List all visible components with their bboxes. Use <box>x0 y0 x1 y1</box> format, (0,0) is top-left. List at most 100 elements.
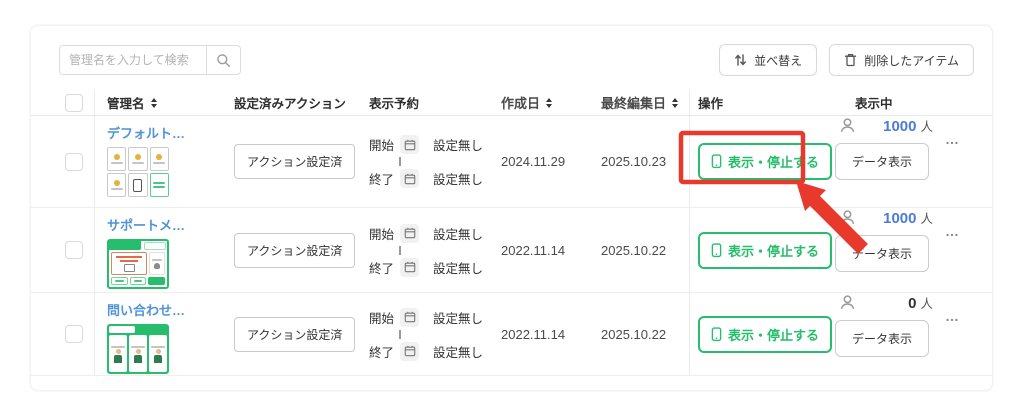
person-icon <box>840 295 855 309</box>
schedule-end-label: 終了 <box>369 345 395 360</box>
schedule-start-label: 開始 <box>369 139 395 153</box>
schedule-divider <box>399 329 401 339</box>
configured-action-cell: アクション設定済 <box>226 116 363 207</box>
person-icon <box>840 210 855 224</box>
action-configured-button[interactable]: アクション設定済 <box>234 316 356 352</box>
thumb-tile <box>128 173 148 197</box>
schedule-cell: 開始 設定無し 終了 設定無し <box>363 293 487 375</box>
select-all-checkbox[interactable] <box>65 93 83 112</box>
search-input[interactable] <box>60 46 206 74</box>
sort-carets-icon[interactable] <box>150 97 157 108</box>
item-title-link[interactable]: サポートメ… <box>107 218 186 233</box>
more-menu-button[interactable]: … <box>945 131 960 147</box>
trash-icon <box>845 53 857 67</box>
sort-button[interactable]: 並べ替え <box>719 44 818 76</box>
header-operation: 操作 <box>689 90 833 115</box>
header-name-label: 管理名 <box>107 97 145 111</box>
item-title-link[interactable]: 問い合わせ… <box>107 303 186 318</box>
calendar-icon[interactable] <box>400 307 420 327</box>
more-menu-button[interactable]: … <box>945 223 960 239</box>
row-select-cell <box>31 116 94 207</box>
row-checkbox[interactable] <box>65 152 83 171</box>
display-icon <box>711 154 722 169</box>
schedule-end-value: 設定無し <box>433 261 484 276</box>
table-row: 問い合わせ… アクション設定済 <box>31 293 992 376</box>
action-configured-button[interactable]: アクション設定済 <box>234 144 356 179</box>
data-display-button[interactable]: データ表示 <box>835 235 929 272</box>
schedule-start-label: 開始 <box>369 311 395 326</box>
calendar-icon[interactable] <box>400 135 420 154</box>
search-button[interactable] <box>206 46 240 74</box>
viewer-unit: 人 <box>920 297 933 311</box>
schedule-cell: 開始 設定無し 終了 設定無し <box>363 208 487 292</box>
configured-action-cell: アクション設定済 <box>226 208 363 292</box>
created-date-cell: 2024.11.29 <box>501 154 566 169</box>
item-thumbnail[interactable] <box>107 147 169 197</box>
operation-cell: 表示・停止する <box>689 293 833 375</box>
data-display-button[interactable]: データ表示 <box>835 320 929 357</box>
list-card: 並べ替え 削除したアイテム 管理 <box>30 25 993 391</box>
header-created-date[interactable]: 作成日 <box>487 90 593 115</box>
thumb-tile <box>107 173 127 197</box>
schedule-start-value: 設定無し <box>433 139 484 153</box>
sort-carets-icon[interactable] <box>672 97 679 108</box>
schedule-divider <box>399 157 401 166</box>
item-thumbnail[interactable] <box>107 239 169 289</box>
item-thumbnail[interactable] <box>107 324 169 374</box>
schedule-end-label: 終了 <box>369 173 395 187</box>
header-name[interactable]: 管理名 <box>94 90 226 115</box>
table-row: サポートメ… アクション設定済 <box>31 208 992 293</box>
item-title-link[interactable]: デフォルト… <box>107 126 186 141</box>
show-stop-button[interactable]: 表示・停止する <box>698 231 833 269</box>
header-configured-action: 設定済みアクション <box>234 97 346 111</box>
action-configured-button[interactable]: アクション設定済 <box>234 232 356 268</box>
viewer-count: 1000 <box>883 118 917 135</box>
header-display-schedule: 表示予約 <box>369 97 420 111</box>
viewer-unit: 人 <box>920 120 933 134</box>
show-stop-button[interactable]: 表示・停止する <box>698 143 833 180</box>
last-edited-date-cell: 2025.10.22 <box>601 326 667 342</box>
data-display-button[interactable]: データ表示 <box>835 143 929 180</box>
schedule-start-value: 設定無し <box>433 311 484 326</box>
sort-arrows-icon <box>735 54 747 66</box>
schedule-start-label: 開始 <box>369 227 395 242</box>
row-checkbox[interactable] <box>65 325 83 343</box>
viewer-count: 1000 <box>883 210 917 227</box>
header-displaying: 表示中 <box>855 97 893 111</box>
viewer-unit: 人 <box>920 212 933 226</box>
schedule-end-label: 終了 <box>369 261 395 276</box>
table-header-row: 管理名 設定済みアクション 表示予約 作成日 最終編集日 <box>31 90 992 116</box>
table-row: デフォルト… アクション設定済 <box>31 116 992 208</box>
thumb-tile <box>128 147 148 171</box>
header-select-cell <box>31 90 94 115</box>
calendar-icon[interactable] <box>400 169 420 188</box>
person-icon <box>840 118 855 132</box>
sort-button-label: 並べ替え <box>754 53 803 68</box>
row-checkbox[interactable] <box>65 241 83 259</box>
search-box[interactable] <box>59 45 241 75</box>
calendar-icon[interactable] <box>400 257 420 277</box>
name-cell: 問い合わせ… <box>94 293 226 375</box>
calendar-icon[interactable] <box>400 341 420 361</box>
created-date-cell: 2022.11.14 <box>501 326 566 342</box>
displaying-cell: 1000 人 データ表示 … <box>833 208 992 292</box>
created-date-cell: 2022.11.14 <box>501 242 566 258</box>
display-icon <box>711 326 722 341</box>
display-icon <box>711 242 722 257</box>
deleted-items-button[interactable]: 削除したアイテム <box>829 44 974 76</box>
show-stop-button[interactable]: 表示・停止する <box>698 315 833 353</box>
last-edited-date-cell: 2025.10.22 <box>601 242 667 258</box>
sort-carets-icon[interactable] <box>546 97 553 108</box>
operation-cell: 表示・停止する <box>689 116 833 207</box>
thumb-tile <box>107 147 127 171</box>
row-select-cell <box>31 293 94 375</box>
header-last-edited-date[interactable]: 最終編集日 <box>593 90 689 115</box>
last-edited-date-cell: 2025.10.23 <box>601 154 667 169</box>
calendar-icon[interactable] <box>400 223 420 243</box>
toolbar-buttons: 並べ替え 削除したアイテム <box>719 44 974 76</box>
schedule-cell: 開始 設定無し 終了 設定無し <box>363 116 487 207</box>
toolbar: 並べ替え 削除したアイテム <box>59 44 974 76</box>
more-menu-button[interactable]: … <box>945 308 960 324</box>
schedule-end-value: 設定無し <box>433 345 484 360</box>
